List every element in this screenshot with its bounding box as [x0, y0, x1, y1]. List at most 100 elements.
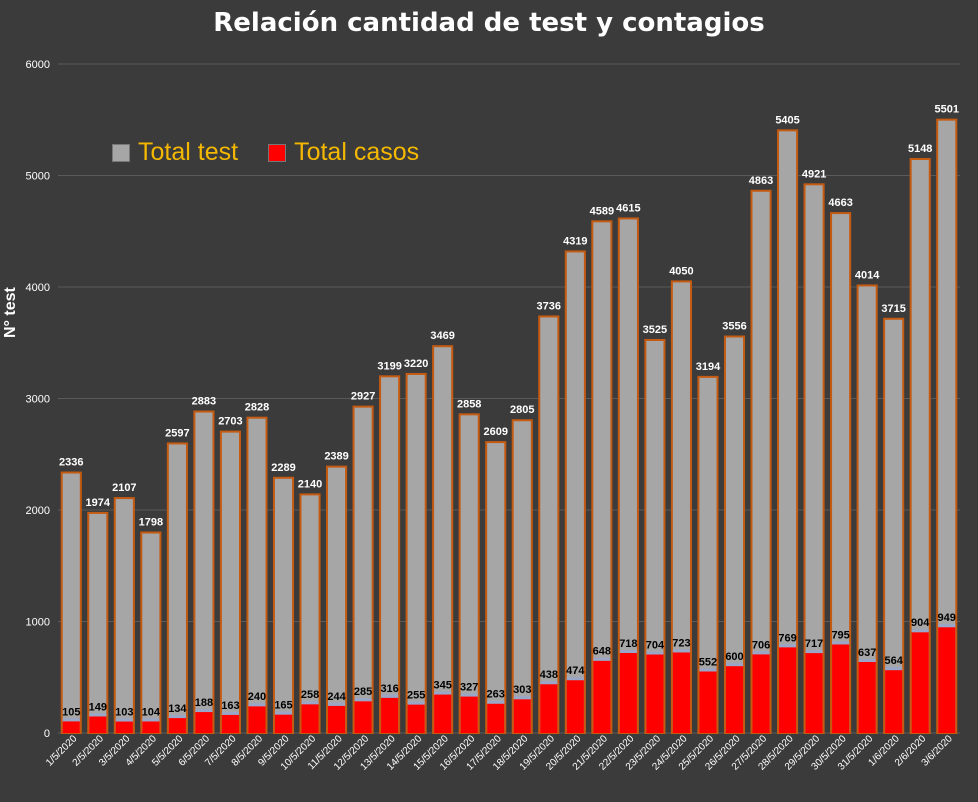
- bar-total-test: [219, 430, 241, 734]
- bar-total-test: [87, 511, 109, 734]
- data-label-total-test: 1974: [86, 497, 111, 509]
- bar-total-casos-cap: [672, 649, 690, 653]
- data-label-total-casos: 258: [301, 689, 319, 701]
- bar-total-casos: [221, 714, 239, 733]
- bar-total-casos: [381, 697, 399, 733]
- bar-total-test: [564, 250, 586, 735]
- bar-total-casos-cap: [779, 644, 797, 648]
- data-label-total-test: 2597: [165, 427, 189, 439]
- data-label-total-casos: 949: [938, 612, 956, 624]
- data-label-total-test: 2140: [298, 478, 322, 490]
- bar-total-casos: [62, 721, 80, 733]
- bar-total-test: [352, 405, 374, 734]
- legend-label-total-casos: Total casos: [294, 138, 420, 166]
- bar-total-casos: [434, 694, 452, 733]
- bar-total-casos: [858, 661, 876, 733]
- bar-total-test: [246, 416, 268, 734]
- data-label-total-test: 2828: [245, 402, 269, 414]
- data-label-total-casos: 149: [89, 701, 107, 713]
- legend: Total test Total casos: [112, 138, 441, 167]
- bar-total-casos-cap: [566, 677, 584, 681]
- bar-total-test: [432, 345, 454, 734]
- bar-total-casos: [487, 703, 505, 733]
- data-label-total-casos: 316: [380, 683, 398, 695]
- bar-total-casos-cap: [89, 713, 107, 717]
- bar-total-test: [405, 372, 427, 734]
- data-label-total-casos: 134: [168, 703, 187, 715]
- data-label-total-casos: 600: [725, 651, 743, 663]
- data-label-total-casos: 552: [699, 656, 717, 668]
- data-label-total-casos: 769: [778, 632, 796, 644]
- data-label-total-casos: 637: [858, 647, 876, 659]
- bar-total-casos-cap: [115, 718, 133, 722]
- bar-total-casos: [513, 699, 531, 733]
- data-label-total-casos: 103: [115, 707, 133, 719]
- bar-total-casos-cap: [699, 668, 717, 672]
- bar-total-casos-cap: [195, 709, 213, 713]
- data-label-total-casos: 263: [487, 689, 505, 701]
- bar-total-casos: [832, 644, 850, 733]
- data-labels: 2336 105 1974 149 2107 103 1798 104 2597 134 2883 1…: [59, 104, 959, 719]
- bar-total-casos: [328, 705, 346, 733]
- bar-total-casos-cap: [885, 667, 903, 671]
- bar-total-casos-cap: [434, 691, 452, 695]
- data-label-total-test: 3469: [430, 330, 454, 342]
- data-label-total-test: 5148: [908, 143, 932, 155]
- bar-total-test: [140, 531, 162, 735]
- data-label-total-casos: 188: [195, 697, 213, 709]
- data-label-total-casos: 706: [752, 639, 770, 651]
- data-label-total-test: 4615: [616, 202, 640, 214]
- legend-item-total-test: Total test: [112, 138, 238, 167]
- data-label-total-casos: 240: [248, 691, 266, 703]
- bar-total-casos: [619, 652, 637, 733]
- bar-total-casos: [725, 666, 744, 733]
- bar-total-casos: [646, 654, 664, 733]
- bar-total-casos: [805, 653, 823, 733]
- data-label-total-casos: 244: [327, 691, 346, 703]
- bar-total-test: [166, 442, 188, 734]
- bar-total-test: [113, 497, 135, 734]
- data-label-total-test: 3556: [722, 321, 746, 333]
- data-label-total-test: 2703: [218, 416, 242, 428]
- y-tick-label: 0: [44, 728, 50, 740]
- bar-total-casos-cap: [221, 711, 239, 715]
- data-label-total-test: 2107: [112, 482, 136, 494]
- data-label-total-test: 3525: [643, 324, 667, 336]
- data-label-total-test: 2336: [59, 457, 83, 469]
- y-tick-label: 4000: [26, 282, 50, 294]
- bar-total-casos: [115, 721, 133, 733]
- data-label-total-casos: 327: [460, 682, 478, 694]
- data-label-total-casos: 255: [407, 690, 425, 702]
- bar-total-test: [193, 410, 215, 734]
- data-label-total-casos: 723: [672, 637, 690, 649]
- y-tick-label: 6000: [26, 59, 50, 71]
- bar-total-casos-cap: [354, 698, 372, 702]
- bar-total-casos: [911, 632, 929, 733]
- data-label-total-casos: 165: [274, 700, 292, 712]
- bar-total-casos-cap: [407, 701, 425, 705]
- bar-total-casos: [142, 721, 160, 733]
- legend-swatch-total-test: [112, 143, 130, 162]
- bar-total-casos: [699, 671, 717, 733]
- chart-title: Relación cantidad de test y contagios: [213, 8, 765, 38]
- data-label-total-test: 2858: [457, 398, 481, 410]
- bar-total-casos-cap: [381, 694, 399, 698]
- legend-label-total-test: Total test: [138, 138, 239, 166]
- bar-total-casos-cap: [858, 658, 876, 662]
- bar-total-casos-cap: [248, 703, 266, 707]
- data-label-total-test: 5501: [934, 104, 958, 116]
- bar-total-casos: [779, 647, 797, 733]
- bar-total-casos-cap: [938, 624, 956, 628]
- data-label-total-casos: 564: [884, 655, 903, 667]
- y-tick-label: 3000: [26, 394, 50, 406]
- bar-total-casos: [407, 704, 425, 733]
- data-label-total-test: 2883: [192, 396, 216, 408]
- data-label-total-test: 3194: [696, 361, 721, 373]
- data-label-total-casos: 718: [619, 638, 637, 650]
- data-label-total-test: 2609: [483, 426, 507, 438]
- data-label-total-test: 4863: [749, 175, 773, 187]
- data-label-total-test: 3736: [537, 300, 561, 312]
- bar-total-casos: [354, 701, 372, 733]
- bar-total-casos-cap: [328, 702, 346, 706]
